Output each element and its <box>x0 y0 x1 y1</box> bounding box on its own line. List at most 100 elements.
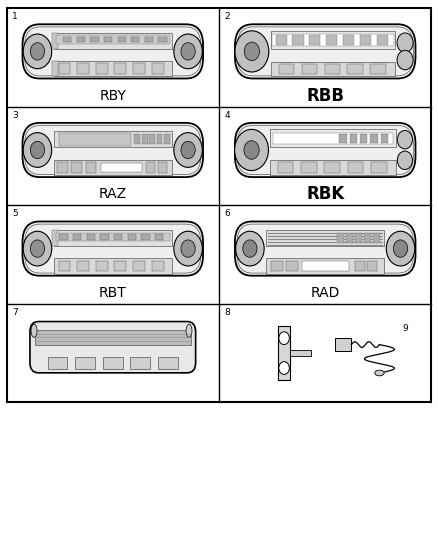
FancyBboxPatch shape <box>25 125 201 174</box>
Bar <box>350 134 357 143</box>
Bar <box>53 61 172 76</box>
Bar <box>60 234 68 240</box>
Bar <box>77 63 89 74</box>
Bar <box>53 160 172 175</box>
Ellipse shape <box>186 324 192 337</box>
Bar <box>117 37 126 43</box>
Ellipse shape <box>243 240 257 257</box>
Bar <box>131 358 150 369</box>
Bar <box>335 338 351 351</box>
Bar <box>53 33 58 49</box>
Bar <box>53 259 172 273</box>
Bar <box>100 234 109 240</box>
Bar <box>145 37 153 43</box>
Bar <box>53 230 172 246</box>
Ellipse shape <box>397 131 413 149</box>
Bar <box>7 8 431 402</box>
Bar <box>325 64 340 74</box>
Bar <box>75 358 95 369</box>
Text: RBK: RBK <box>306 185 344 204</box>
Bar <box>149 134 155 144</box>
FancyBboxPatch shape <box>237 224 413 273</box>
Ellipse shape <box>244 42 259 61</box>
Bar <box>104 37 112 43</box>
Bar <box>35 330 191 345</box>
Bar <box>114 63 126 74</box>
Text: 6: 6 <box>224 209 230 219</box>
Bar <box>373 233 380 243</box>
Bar <box>48 358 67 369</box>
Text: 9: 9 <box>403 325 409 334</box>
Bar <box>355 233 362 243</box>
Bar <box>266 259 385 273</box>
Bar <box>343 35 354 45</box>
Bar <box>133 63 145 74</box>
Text: RBT: RBT <box>99 286 127 300</box>
Bar <box>278 327 290 379</box>
Bar <box>155 234 163 240</box>
Ellipse shape <box>397 33 413 52</box>
Bar <box>152 63 163 74</box>
Bar <box>96 261 108 271</box>
Ellipse shape <box>279 332 290 345</box>
Bar <box>276 35 287 45</box>
Bar <box>364 233 371 243</box>
Bar <box>309 35 321 45</box>
FancyBboxPatch shape <box>22 25 203 78</box>
Bar <box>71 162 82 173</box>
Ellipse shape <box>23 34 52 69</box>
Bar <box>278 162 293 173</box>
Bar <box>114 234 122 240</box>
Ellipse shape <box>235 31 269 72</box>
Ellipse shape <box>31 324 37 337</box>
Ellipse shape <box>235 130 268 171</box>
Bar <box>271 261 283 271</box>
FancyBboxPatch shape <box>25 224 201 273</box>
Bar <box>53 33 172 49</box>
Ellipse shape <box>174 231 202 266</box>
Bar <box>370 64 386 74</box>
Ellipse shape <box>30 240 45 257</box>
FancyBboxPatch shape <box>235 222 416 276</box>
FancyBboxPatch shape <box>237 27 413 76</box>
Bar <box>73 234 81 240</box>
Bar <box>270 130 396 147</box>
Bar <box>347 64 363 74</box>
Ellipse shape <box>30 43 45 60</box>
Bar <box>381 134 388 143</box>
Bar <box>90 37 99 43</box>
Ellipse shape <box>397 50 413 70</box>
Bar <box>272 34 394 46</box>
Ellipse shape <box>375 370 384 376</box>
Bar <box>103 358 123 369</box>
Bar <box>134 134 140 144</box>
Ellipse shape <box>181 240 195 257</box>
Ellipse shape <box>23 133 52 167</box>
Bar <box>301 261 349 271</box>
Bar <box>270 160 396 175</box>
Bar <box>158 162 167 173</box>
Bar <box>290 350 311 356</box>
Bar <box>77 261 89 271</box>
Bar <box>377 35 388 45</box>
Bar <box>164 134 170 144</box>
Bar <box>367 261 378 271</box>
Bar <box>57 162 68 173</box>
Ellipse shape <box>181 43 195 60</box>
Text: RAZ: RAZ <box>99 188 127 201</box>
Bar <box>127 234 136 240</box>
Bar <box>101 163 142 172</box>
Bar <box>326 35 337 45</box>
Bar <box>77 37 85 43</box>
Bar <box>158 358 178 369</box>
Bar <box>293 35 304 45</box>
Ellipse shape <box>23 231 52 266</box>
Ellipse shape <box>181 141 195 159</box>
Bar <box>355 261 365 271</box>
Bar <box>301 162 317 173</box>
Text: 7: 7 <box>12 308 18 317</box>
Bar <box>339 134 346 143</box>
Bar <box>53 230 58 246</box>
Bar <box>360 134 367 143</box>
Bar <box>159 37 167 43</box>
